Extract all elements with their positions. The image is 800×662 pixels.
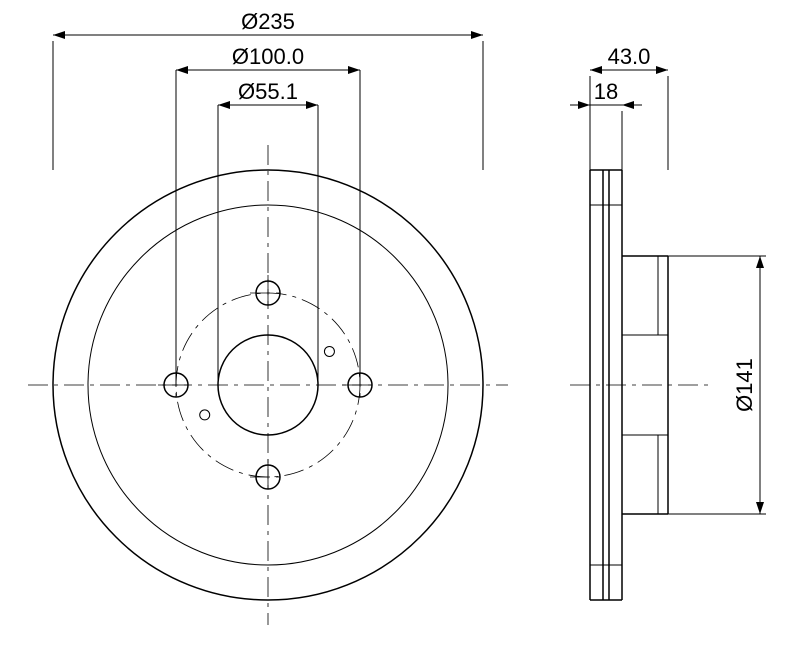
- svg-text:Ø100.0: Ø100.0: [232, 44, 304, 69]
- svg-text:18: 18: [594, 79, 618, 104]
- svg-text:Ø235: Ø235: [241, 9, 295, 34]
- svg-text:Ø55.1: Ø55.1: [238, 79, 298, 104]
- svg-text:Ø141: Ø141: [732, 358, 757, 412]
- svg-text:43.0: 43.0: [608, 44, 651, 69]
